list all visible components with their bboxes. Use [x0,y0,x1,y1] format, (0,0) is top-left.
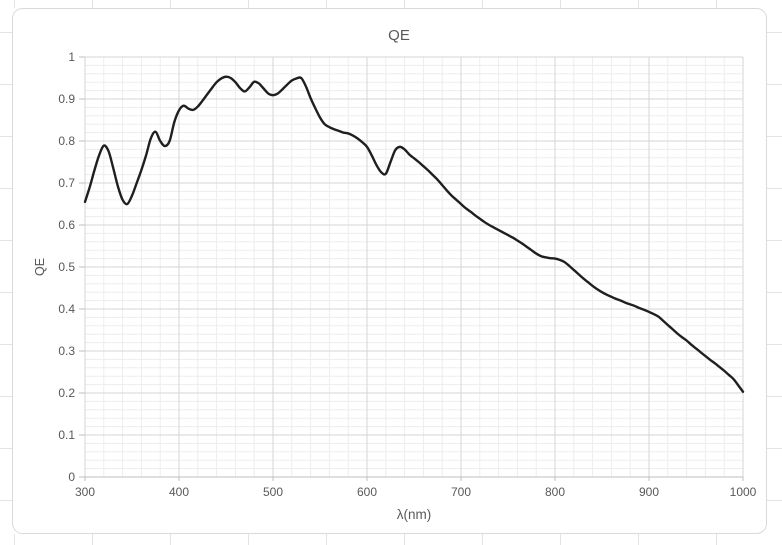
y-tick-label: 0.4 [58,302,75,316]
y-tick-label: 0.5 [58,260,75,274]
y-tick-label: 0 [68,470,75,484]
x-tick-label: 900 [639,485,659,499]
x-axis-title: λ(nm) [397,507,432,522]
y-tick-label: 0.8 [58,134,75,148]
qe-series-line [83,75,745,393]
chart-title: QE [388,27,410,44]
axis-tick-marks [79,56,744,481]
y-tick-labels: 0 0.1 0.2 0.3 0.4 0.5 0.6 0.7 0.8 0.9 1 [58,50,75,484]
chart-border [12,8,767,534]
y-tick-label: 0.1 [58,428,75,442]
x-tick-label: 300 [75,485,95,499]
x-tick-label: 500 [263,485,283,499]
y-tick-label: 0.2 [58,386,75,400]
minor-gridlines [85,57,743,477]
x-tick-label: 700 [451,485,471,499]
y-tick-label: 0.6 [58,218,75,232]
y-tick-label: 0.9 [58,92,75,106]
x-tick-label: 600 [357,485,377,499]
x-tick-labels: 300 400 500 600 700 800 900 1000 [75,485,757,499]
y-tick-label: 1 [68,50,75,64]
x-tick-label: 400 [169,485,189,499]
y-axis-title: QE [33,258,47,276]
y-tick-label: 0.3 [58,344,75,358]
y-tick-label: 0.7 [58,176,75,190]
x-tick-label: 1000 [730,485,757,499]
major-gridlines [84,56,744,478]
x-tick-label: 800 [545,485,565,499]
